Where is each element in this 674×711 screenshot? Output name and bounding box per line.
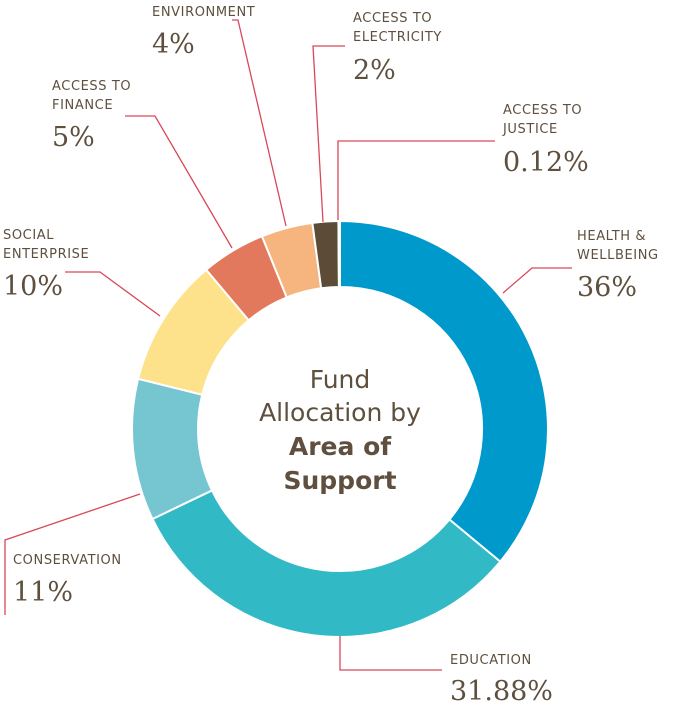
- value-label-education: 31.88%: [450, 676, 553, 707]
- leader-access-to-electricity: [312, 45, 345, 223]
- center-title-line-3: Area of: [289, 432, 392, 461]
- leader-access-to-finance: [125, 115, 233, 249]
- category-label-justice-line-1: ACCESS TO: [503, 103, 582, 118]
- label-access-to-finance: ACCESS TO FINANCE 5%: [52, 79, 131, 153]
- leader-access-to-justice: [337, 140, 495, 220]
- category-label-electricity-line-1: ACCESS TO: [353, 11, 432, 26]
- category-label-finance-line-1: ACCESS TO: [52, 79, 131, 94]
- value-label-conservation: 11%: [13, 577, 73, 608]
- center-title-line-4: Support: [283, 466, 396, 495]
- leader-education: [339, 636, 442, 671]
- category-label-justice-line-2: JUSTICE: [502, 122, 558, 137]
- slice-health-wellbeing: [339, 219, 549, 563]
- category-label-environment: ENVIRONMENT: [152, 5, 255, 20]
- leader-environment: [232, 19, 287, 227]
- value-label-social: 10%: [3, 271, 63, 302]
- category-label-electricity-line-2: ELECTRICITY: [353, 30, 442, 45]
- slice-education: [151, 489, 502, 638]
- label-education: EDUCATION 31.88%: [450, 653, 553, 707]
- value-label-environment: 4%: [152, 29, 195, 60]
- label-access-to-justice: ACCESS TO JUSTICE 0.12%: [502, 103, 589, 178]
- label-health-wellbeing: HEALTH & WELLBEING 36%: [577, 229, 659, 303]
- label-access-to-electricity: ACCESS TO ELECTRICITY 2%: [353, 11, 442, 86]
- value-label-finance: 5%: [52, 122, 95, 153]
- center-title-line-1: Fund: [310, 365, 371, 394]
- category-label-finance-line-2: FINANCE: [52, 98, 113, 113]
- category-label-health-line-1: HEALTH &: [577, 229, 646, 244]
- label-environment: ENVIRONMENT 4%: [152, 5, 255, 60]
- category-label-social-line-2: ENTERPRISE: [3, 247, 89, 262]
- value-label-electricity: 2%: [353, 55, 396, 86]
- donut-slices: [131, 219, 549, 638]
- category-label-education: EDUCATION: [450, 653, 532, 668]
- center-title: Fund Allocation by Area of Support: [259, 365, 421, 495]
- label-social-enterprise: SOCIAL ENTERPRISE 10%: [3, 228, 89, 302]
- center-title-line-2: Allocation by: [259, 398, 421, 427]
- leader-lines: [4, 19, 572, 671]
- category-label-conservation: CONSERVATION: [13, 553, 122, 568]
- label-conservation: CONSERVATION 11%: [13, 553, 122, 608]
- slice-access-to-justice: [337, 219, 341, 289]
- leader-health-wellbeing: [502, 267, 572, 294]
- value-label-health: 36%: [577, 272, 637, 303]
- leader-social-enterprise: [65, 271, 161, 317]
- value-label-justice: 0.12%: [503, 147, 589, 178]
- category-label-social-line-1: SOCIAL: [3, 228, 54, 243]
- leader-conservation: [4, 493, 141, 615]
- category-label-health-line-2: WELLBEING: [577, 248, 659, 263]
